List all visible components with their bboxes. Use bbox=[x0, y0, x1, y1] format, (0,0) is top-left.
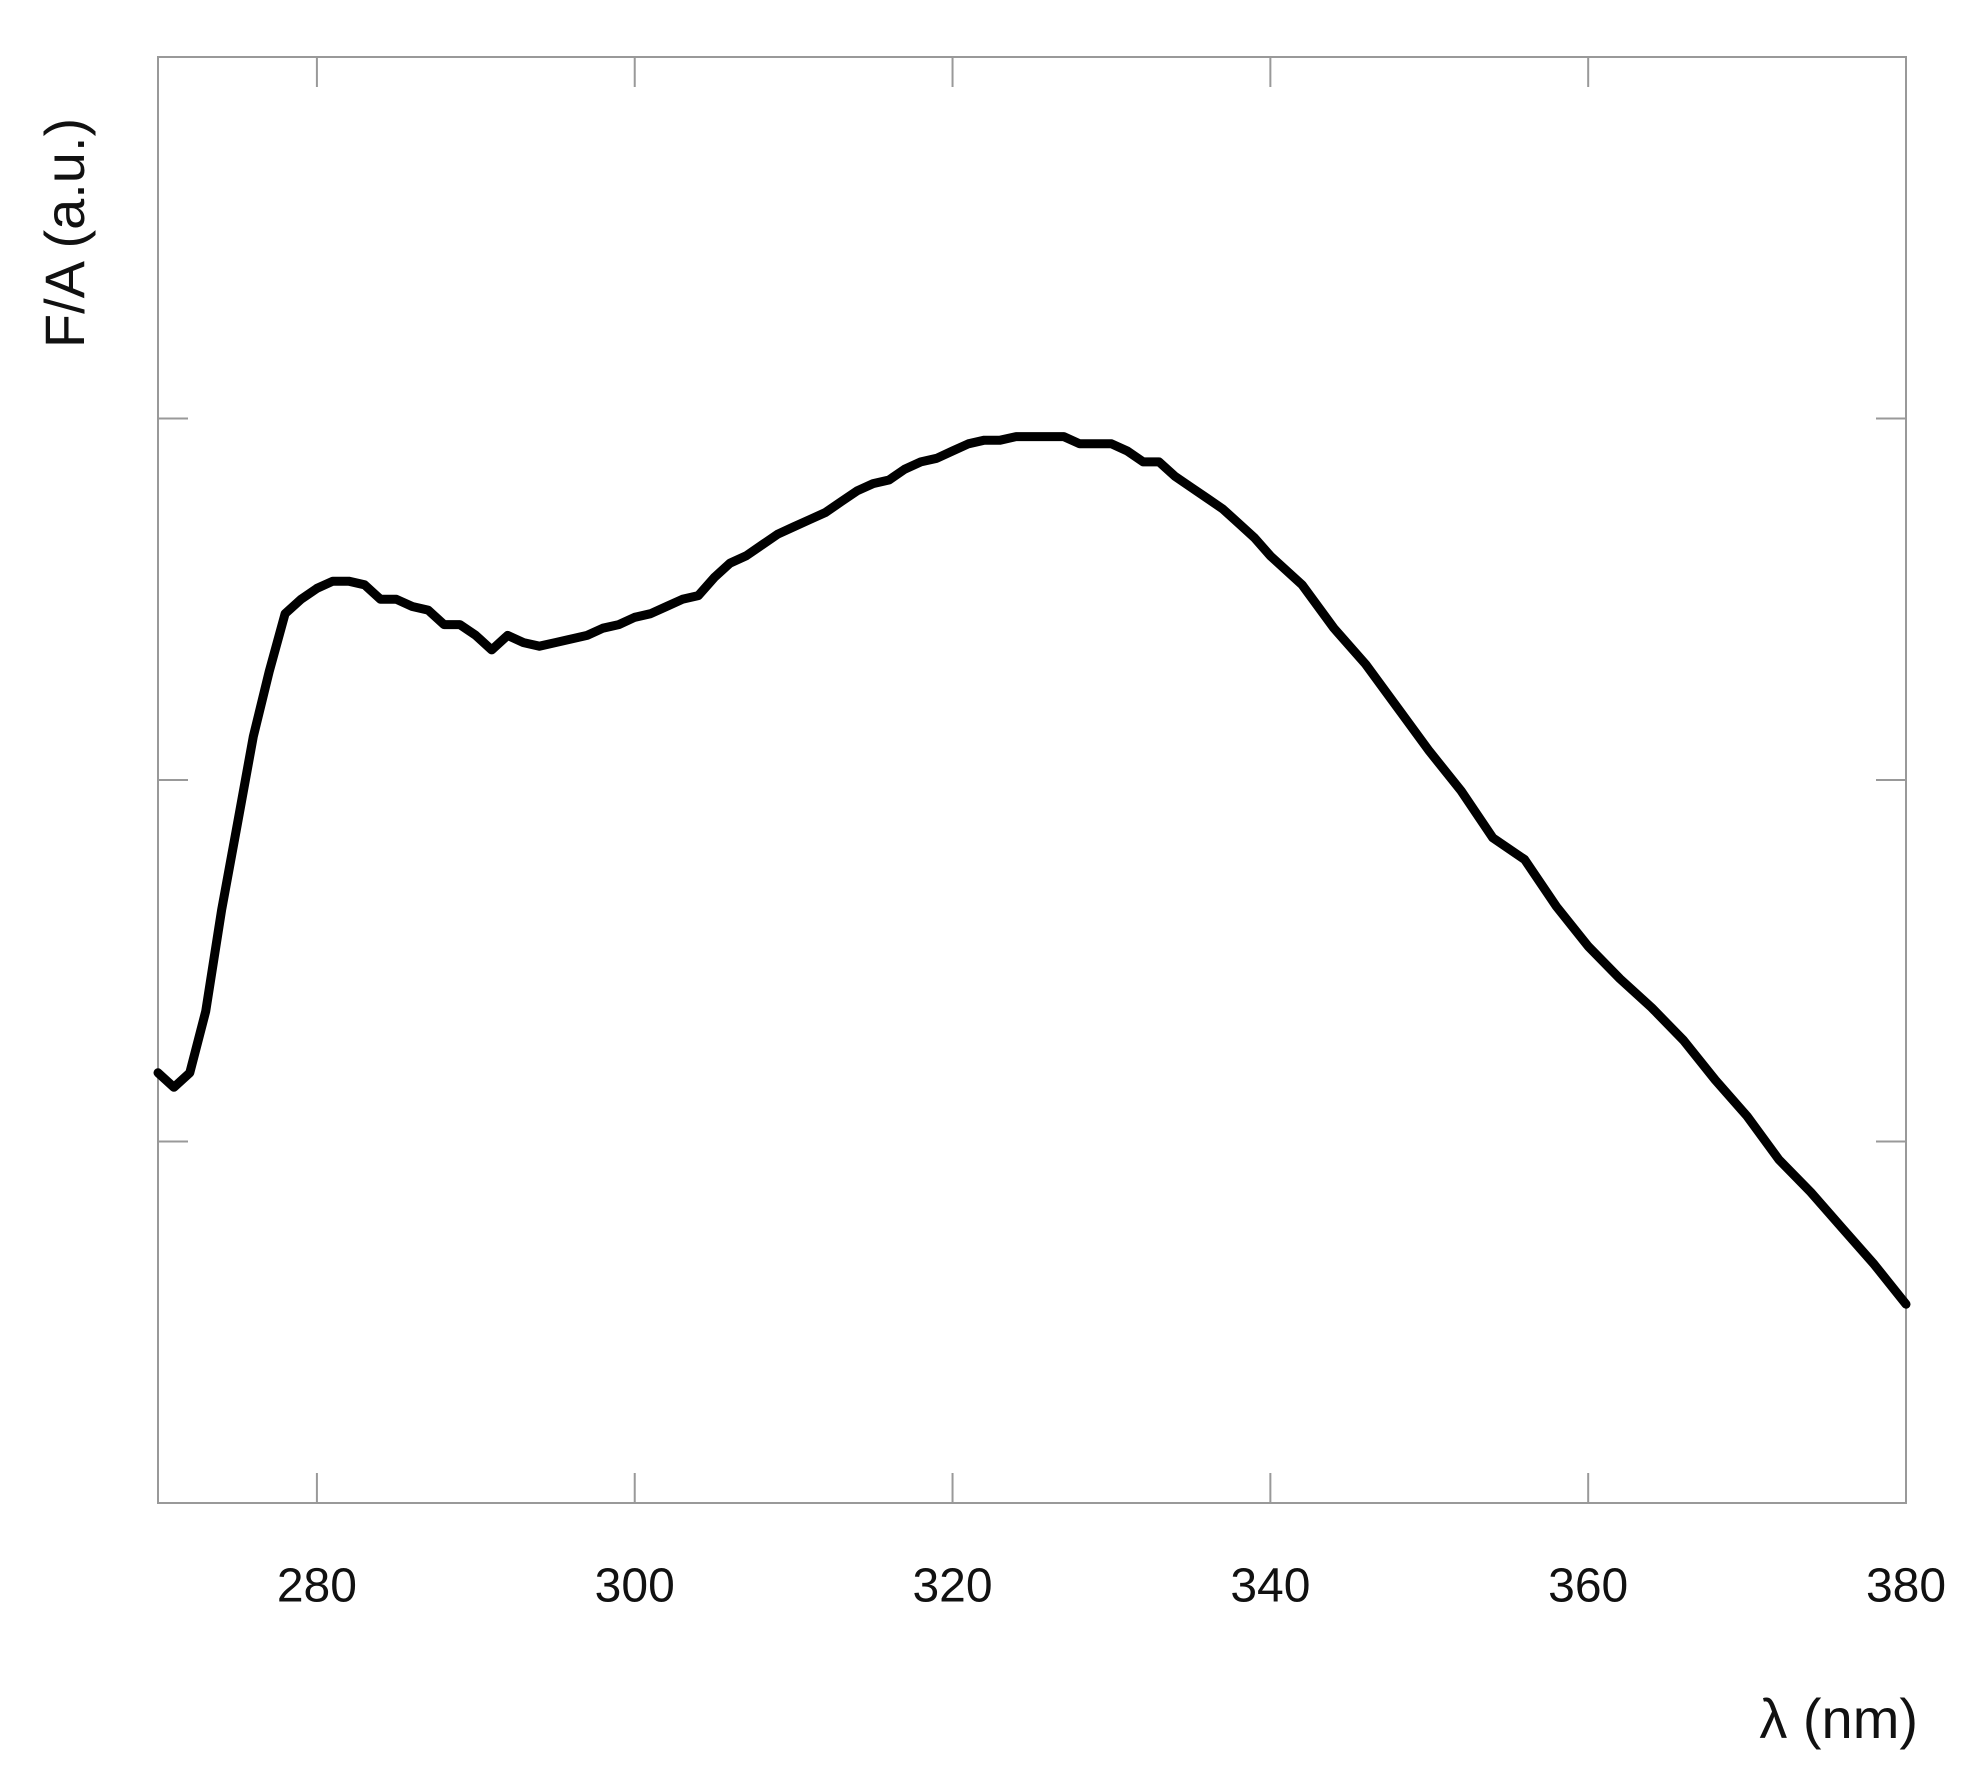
x-tick-label: 300 bbox=[595, 1560, 675, 1613]
plot-frame bbox=[157, 56, 1907, 1504]
x-tick-label: 280 bbox=[277, 1560, 357, 1613]
y-axis-label: F/A (a.u.) bbox=[33, 118, 96, 348]
x-tick-label: 340 bbox=[1230, 1560, 1310, 1613]
x-tick-label: 360 bbox=[1548, 1560, 1628, 1613]
data-line bbox=[153, 432, 1911, 1309]
x-tick-label: 320 bbox=[912, 1560, 992, 1613]
x-tick-label: 380 bbox=[1866, 1560, 1946, 1613]
x-axis-label: λ (nm) bbox=[1759, 1687, 1918, 1750]
